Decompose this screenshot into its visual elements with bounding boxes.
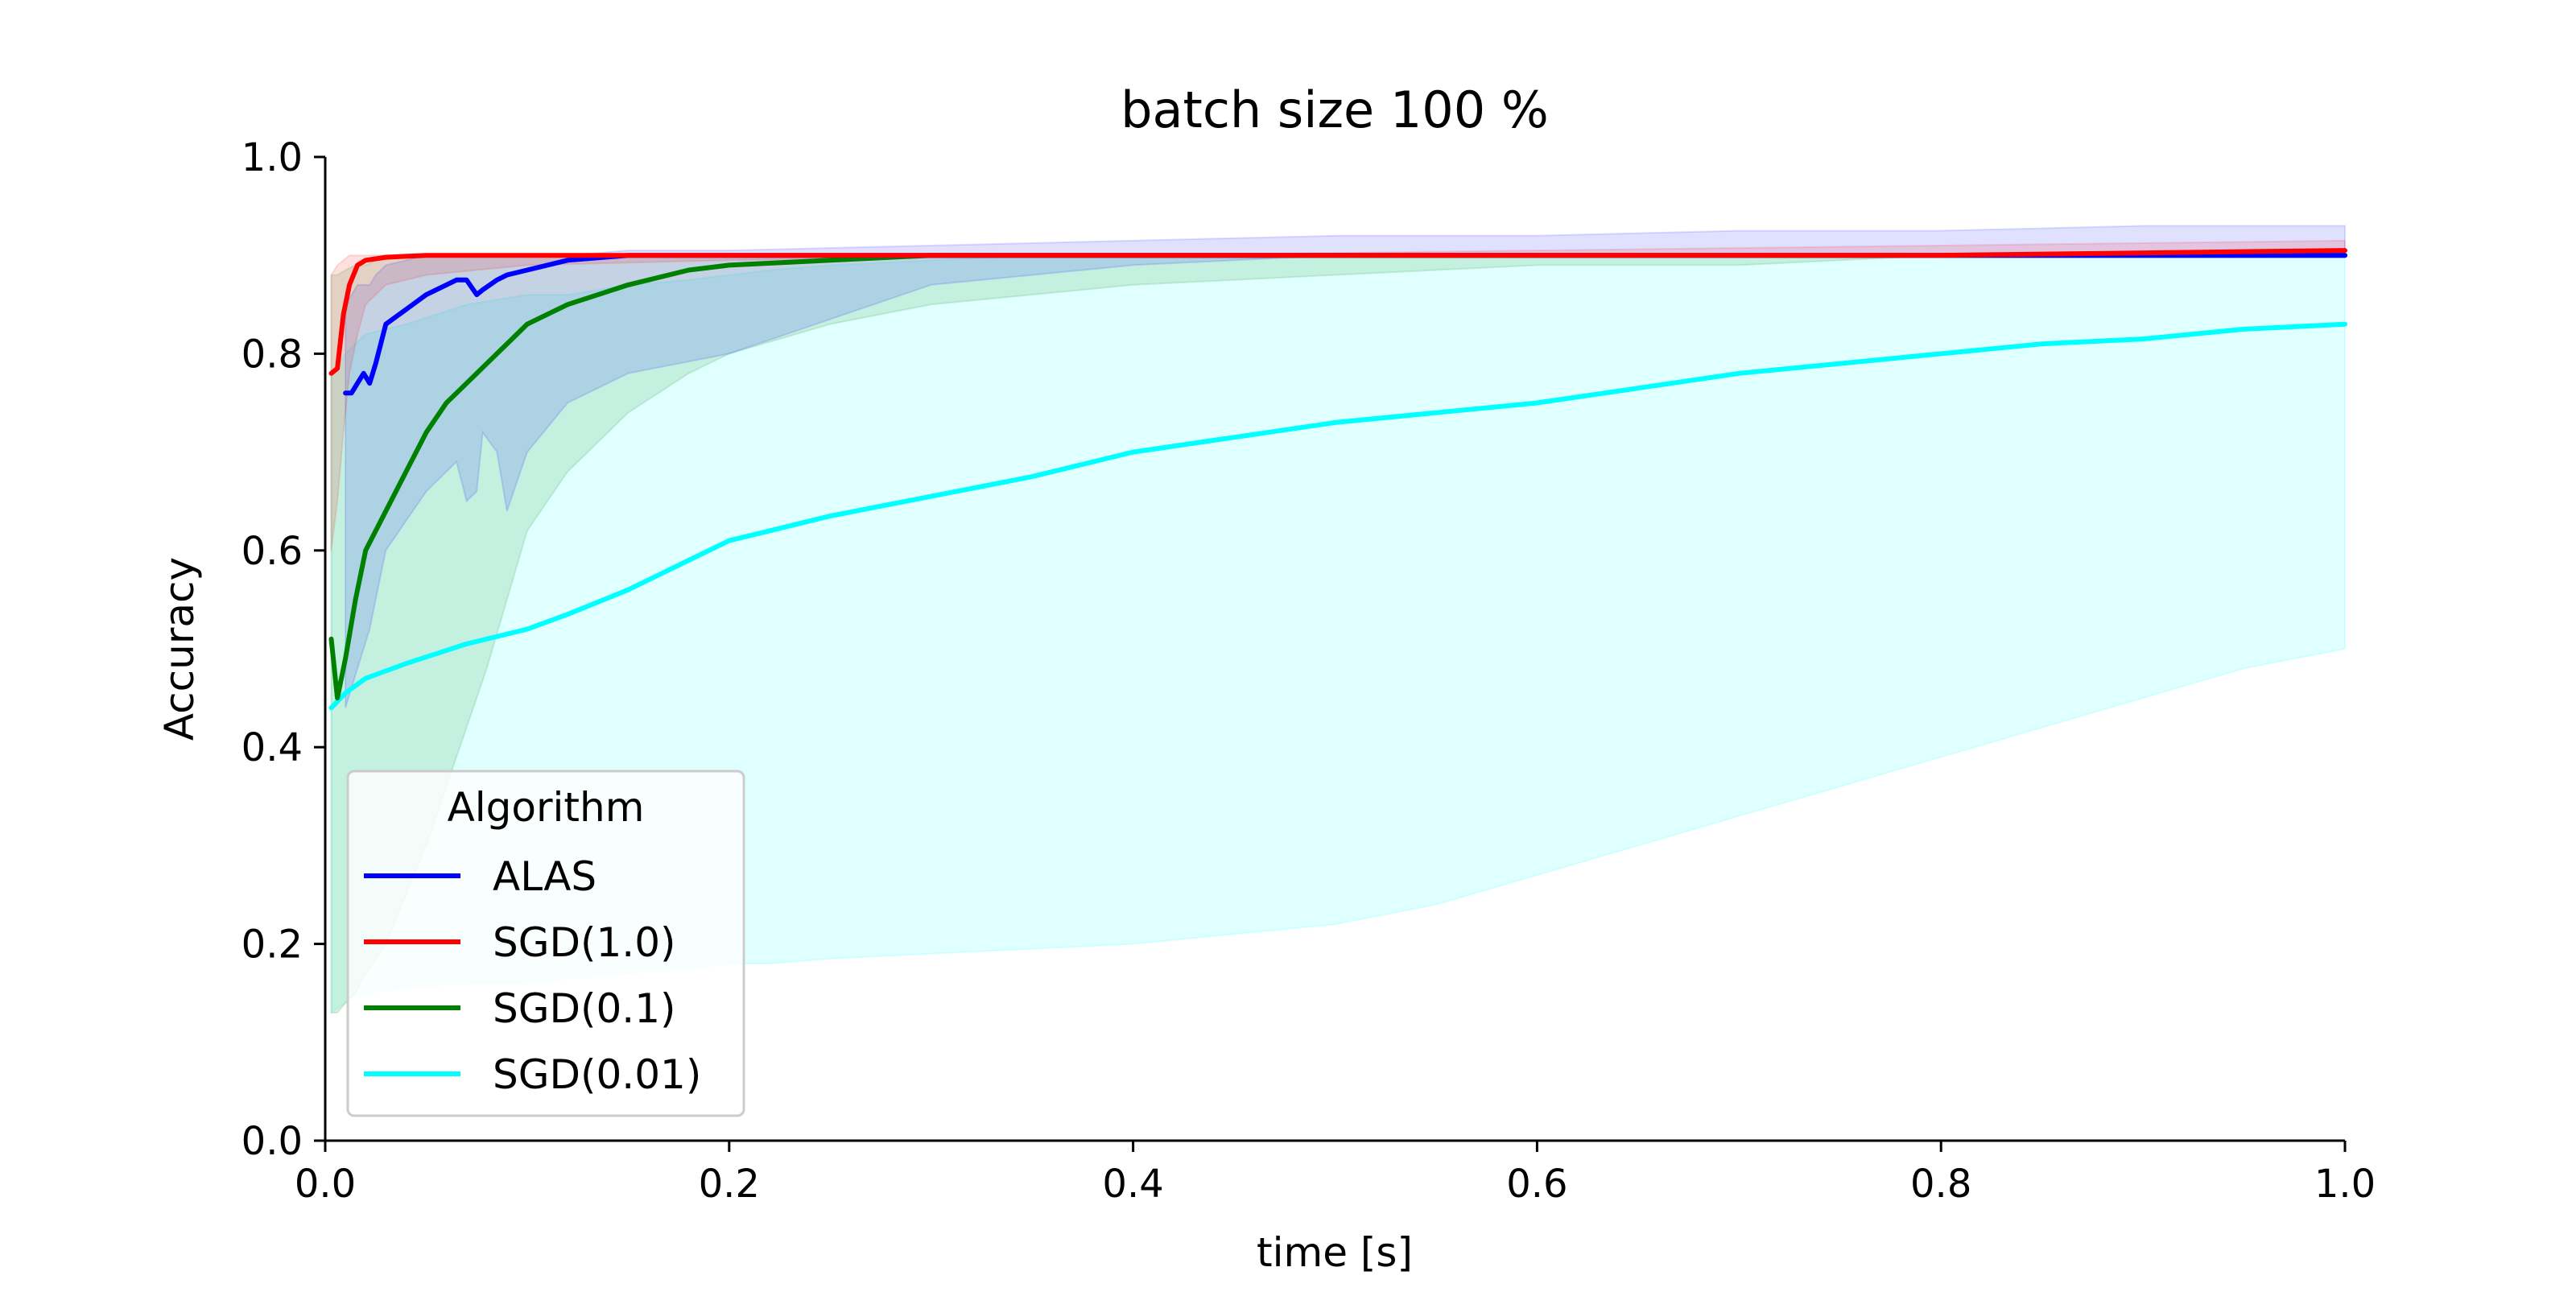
legend-label-sgd-0-01: SGD(0.01) [493,1051,701,1098]
y-tick-label: 0.2 [242,923,303,968]
axes [324,157,2345,1142]
legend: Algorithm ALAS SGD(1.0) SGD(0.1) SGD(0.01) [346,770,745,1117]
legend-items: ALAS SGD(1.0) SGD(0.1) SGD(0.01) [364,853,701,1098]
x-tick-label: 0.2 [699,1162,760,1207]
legend-label-sgd-0-1: SGD(0.1) [493,985,676,1032]
legend-label-alas: ALAS [493,853,597,900]
y-tick-label: 0.4 [242,725,303,770]
y-tick-label: 0.0 [242,1119,303,1164]
y-axis-label: Accuracy [156,557,203,741]
series-lines [328,248,2347,711]
legend-title: Algorithm [448,784,645,831]
ticks: 0.0 0.2 0.4 0.6 0.8 1.0 0.0 0.2 0.4 0.6 0.8 1.0 [242,135,2376,1207]
x-axis-label: time [s] [1257,1229,1413,1276]
line-sgd-1-0 [328,248,2347,376]
x-tick-label: 0.4 [1102,1162,1163,1207]
y-tick-label: 0.8 [242,332,303,377]
legend-box [346,770,745,1117]
legend-label-sgd-1-0: SGD(1.0) [493,919,676,966]
x-tick-label: 0.6 [1506,1162,1567,1207]
x-tick-label: 0.8 [1910,1162,1971,1207]
y-tick-label: 1.0 [242,135,303,180]
chart-title: batch size 100 % [1121,80,1549,139]
x-tick-label: 0.0 [295,1162,356,1207]
line-sgd-0-01 [328,321,2347,711]
y-tick-label: 0.6 [242,529,303,574]
x-tick-label: 1.0 [2314,1162,2376,1207]
